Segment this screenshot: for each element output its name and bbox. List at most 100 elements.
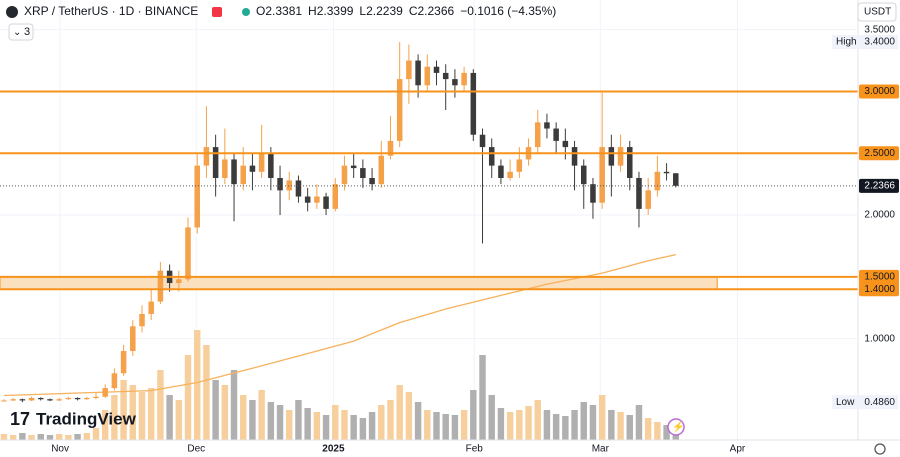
- volume-bar: [147, 388, 155, 440]
- candle-body: [369, 177, 375, 185]
- level-badge: [859, 269, 899, 284]
- candle-body: [442, 72, 449, 80]
- volume-bar: [212, 380, 219, 440]
- volume-bar: [83, 433, 91, 440]
- legend-field-value: 2.3381: [265, 4, 302, 18]
- candle-body: [240, 165, 246, 185]
- currency[interactable]: USDT: [864, 7, 891, 18]
- volume-bar: [295, 400, 302, 440]
- volume-bar: [55, 434, 63, 440]
- settings-icon[interactable]: [874, 443, 886, 455]
- candle-body: [341, 165, 348, 185]
- volume-bar: [562, 416, 569, 440]
- candle-body: [534, 122, 541, 148]
- event-bolt: ⚡: [672, 420, 684, 433]
- volume-bar: [304, 408, 311, 440]
- volume-bar: [19, 433, 26, 440]
- level-label: 3.0000: [864, 86, 895, 97]
- candle-body: [424, 66, 431, 86]
- volume-bar: [184, 355, 192, 440]
- candle-body: [590, 184, 596, 203]
- volume-bar: [424, 410, 431, 440]
- indicators-toggle[interactable]: [8, 23, 34, 41]
- logo-mark: 17: [10, 409, 30, 429]
- x-tick-label: Apr: [730, 444, 746, 455]
- volume-bar: [350, 415, 357, 440]
- volume-bar: [598, 395, 606, 440]
- volume-bar: [414, 402, 422, 440]
- candle-body: [38, 397, 44, 400]
- volume-bar: [267, 402, 275, 440]
- legend-ohlc: O2.3381 H2.3399 L2.2239 C2.2366 −0.1016 (−4.…: [256, 4, 556, 18]
- candle-body: [488, 147, 495, 166]
- volume-bar: [534, 400, 541, 440]
- indicators-count: 3: [24, 26, 30, 38]
- extreme-name: High: [836, 37, 857, 48]
- legend-field-label: H: [308, 4, 317, 18]
- candle-body: [1, 400, 7, 402]
- volume-bar: [460, 410, 468, 440]
- candle-body: [130, 326, 136, 352]
- volume-bar: [92, 428, 100, 440]
- candle-body: [470, 72, 477, 135]
- legend-symbol[interactable]: XRP / TetherUS · 1D · BINANCE: [24, 4, 198, 18]
- volume-bar: [322, 415, 330, 440]
- candle-body: [258, 153, 265, 172]
- volume-bar: [451, 415, 459, 440]
- volume-bar: [552, 414, 560, 440]
- candle-body: [120, 351, 127, 374]
- candle-body: [304, 196, 311, 203]
- volume-bar: [479, 355, 486, 440]
- candle-body: [645, 190, 651, 209]
- volume-bar: [175, 400, 183, 440]
- candle-body: [562, 140, 569, 148]
- extreme-badge: [832, 35, 898, 50]
- candle-body: [249, 165, 256, 172]
- y-tick-label: 3.5000: [864, 24, 895, 35]
- status-dot: [242, 8, 250, 16]
- x-tick-label: Nov: [51, 444, 69, 455]
- candle-body: [295, 180, 302, 197]
- candle-body: [148, 301, 154, 314]
- candle-body: [406, 60, 412, 80]
- volume-bar: [0, 434, 8, 440]
- volume-bar: [221, 385, 229, 440]
- volume-bar: [74, 434, 81, 440]
- legend-field-value: 2.2239: [366, 4, 403, 18]
- volume-bar: [516, 410, 523, 440]
- volume-bar: [543, 410, 551, 440]
- currency-button[interactable]: [857, 2, 897, 22]
- volume-bar: [470, 390, 477, 440]
- volume-bar: [359, 418, 367, 440]
- volume-bar: [396, 385, 403, 440]
- event-icon[interactable]: [667, 418, 685, 436]
- candle-body: [28, 397, 35, 401]
- level-badge: [859, 282, 899, 297]
- volume-bar: [240, 395, 247, 440]
- candle-body: [111, 373, 118, 389]
- volume-bar: [378, 405, 385, 440]
- legend-field-label: L: [359, 4, 366, 18]
- candle-body: [332, 184, 339, 209]
- candle-body: [93, 396, 99, 398]
- candle-body: [102, 388, 108, 397]
- candle-body: [157, 270, 164, 302]
- candle-body: [286, 180, 293, 191]
- candle-body: [415, 60, 421, 86]
- plot: [0, 0, 858, 440]
- legend-field-value: 2.3399: [317, 4, 354, 18]
- level-badge: [859, 84, 899, 99]
- volume-bar: [368, 412, 376, 440]
- volume-bar: [571, 410, 578, 440]
- volume-bar: [157, 370, 164, 440]
- candle-body: [663, 171, 670, 174]
- candle-body: [396, 79, 403, 141]
- flag[interactable]: [212, 7, 222, 17]
- candle-body: [617, 147, 624, 166]
- candle-body: [139, 313, 145, 327]
- legend-field-label: C: [409, 4, 418, 18]
- candle-body: [608, 147, 615, 166]
- zone: [0, 276, 718, 290]
- candle-body: [479, 134, 486, 148]
